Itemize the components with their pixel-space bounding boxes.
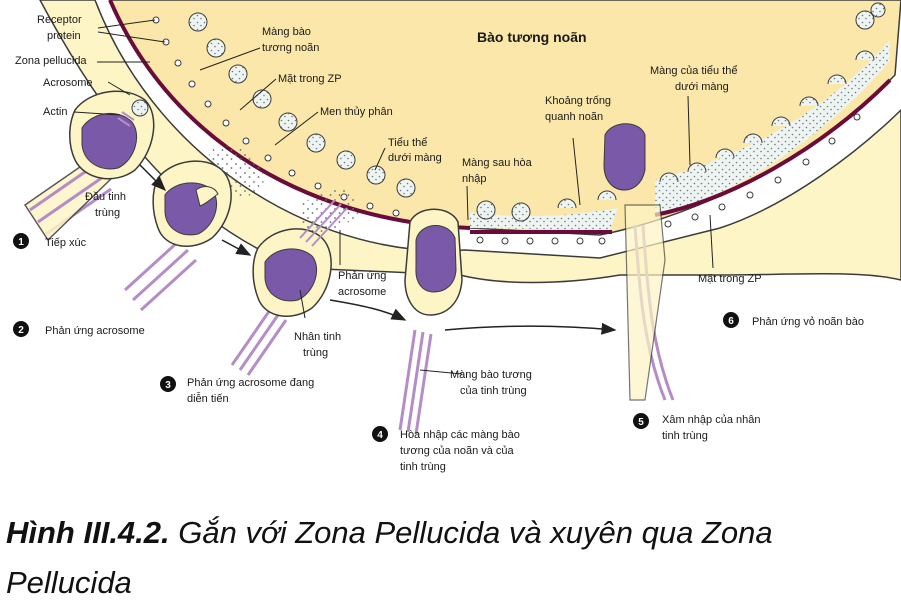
svg-text:Tiểu thể: Tiểu thể — [388, 137, 427, 149]
figure-caption: Hình III.4.2. Gắn với Zona Pellucida và … — [6, 508, 886, 608]
cortical-granule-bumps — [557, 50, 875, 209]
svg-text:trùng: trùng — [95, 207, 120, 219]
sperm-4 — [398, 208, 463, 435]
svg-text:nhập: nhập — [462, 173, 486, 185]
fertilization-diagram: Receptor protein Zona pellucida Acrosome… — [13, 0, 901, 473]
svg-text:tương của noãn và của: tương của noãn và của — [400, 445, 515, 457]
label-cortical-granule-membrane: Màng của tiểu thể dưới màng — [650, 65, 737, 93]
svg-text:Phản ứng acrosome: Phản ứng acrosome — [45, 325, 145, 337]
label-post-fusion-membrane: Màng sau hòa nhập — [462, 157, 533, 185]
svg-text:tinh trùng: tinh trùng — [400, 461, 446, 473]
svg-text:Tiếp xúc: Tiếp xúc — [45, 237, 87, 249]
label-hydrolytic-enzyme: Men thủy phân — [320, 106, 393, 118]
label-zp-inner-top: Mặt trong ZP — [278, 73, 342, 85]
label-perivitelline-space: Khoảng trống quanh noãn — [545, 95, 611, 123]
svg-text:Đầu tinh: Đầu tinh — [85, 191, 126, 203]
caption-number: Hình III.4.2. — [6, 515, 170, 550]
label-oocyte-membrane: Màng bào tương noãn — [262, 26, 319, 54]
svg-text:acrosome: acrosome — [338, 286, 386, 298]
svg-text:Nhân tinh: Nhân tinh — [294, 331, 341, 343]
svg-text:dưới màng: dưới màng — [388, 152, 442, 164]
label-acrosome: Acrosome — [43, 77, 93, 89]
svg-text:dưới màng: dưới màng — [675, 81, 729, 93]
svg-text:5: 5 — [638, 417, 644, 428]
caption-text: Gắn với Zona Pellucida và xuyên qua Zona… — [6, 515, 773, 600]
svg-text:Xâm nhập của nhân: Xâm nhập của nhân — [662, 414, 760, 426]
cortical-granules — [188, 2, 886, 222]
zona-pellucida-band — [39, 0, 901, 284]
svg-text:1: 1 — [18, 237, 24, 248]
svg-text:Receptor: Receptor — [37, 14, 82, 26]
arrow-4-5 — [444, 322, 617, 335]
svg-text:Màng bào tương: Màng bào tương — [450, 369, 532, 381]
perivitelline-space — [470, 208, 618, 230]
svg-text:3: 3 — [165, 380, 171, 391]
step-5: 5 Xâm nhập của nhân tinh trùng — [633, 413, 760, 442]
svg-text:4: 4 — [377, 430, 383, 441]
svg-text:2: 2 — [18, 325, 24, 336]
label-sperm-nucleus: Nhân tinh trùng — [294, 331, 341, 359]
leader-lines — [73, 19, 714, 375]
sperm-2 — [123, 160, 232, 312]
svg-text:Phản ứng acrosome đang: Phản ứng acrosome đang — [187, 377, 314, 389]
label-zona-pellucida: Zona pellucida — [15, 55, 87, 67]
oocyte-plasma-membrane-far-right — [654, 78, 892, 217]
step-2: 2 Phản ứng acrosome — [13, 321, 145, 337]
svg-text:Phản ứng vỏ noãn bào: Phản ứng vỏ noãn bào — [752, 316, 864, 328]
svg-text:của tinh trùng: của tinh trùng — [460, 385, 527, 397]
sperm-5 — [603, 123, 675, 401]
cortical-reaction-region — [655, 40, 890, 215]
sperm-3 — [230, 199, 348, 376]
label-sperm-membrane: Màng bào tương của tinh trùng — [450, 369, 532, 397]
svg-text:diễn tiến: diễn tiến — [187, 392, 229, 405]
svg-text:Phản ứng: Phản ứng — [338, 270, 386, 282]
svg-text:trùng: trùng — [303, 347, 328, 359]
svg-text:Khoảng trống: Khoảng trống — [545, 95, 611, 107]
svg-text:6: 6 — [728, 316, 734, 327]
label-receptor-protein: Receptor protein — [37, 14, 82, 42]
svg-text:protein: protein — [47, 30, 81, 42]
svg-text:tinh trùng: tinh trùng — [662, 430, 708, 442]
step-3: 3 Phản ứng acrosome đang diễn tiến — [160, 376, 314, 405]
step-1: 1 Tiếp xúc — [13, 233, 87, 249]
svg-text:Màng bào: Màng bào — [262, 26, 311, 38]
svg-text:Màng sau hòa: Màng sau hòa — [462, 157, 533, 169]
svg-text:quanh noãn: quanh noãn — [545, 111, 603, 123]
arrow-3-4 — [329, 299, 407, 321]
svg-text:Màng của tiểu thể: Màng của tiểu thể — [650, 65, 737, 77]
arrow-2-3 — [221, 239, 252, 256]
svg-text:tương noãn: tương noãn — [262, 42, 319, 54]
step-6: 6 Phản ứng vỏ noãn bào — [723, 312, 864, 328]
svg-text:Hòa nhập các màng bào: Hòa nhập các màng bào — [400, 429, 520, 441]
arrow-1-2 — [139, 164, 167, 192]
label-cortical-granules: Tiểu thể dưới màng — [388, 137, 442, 164]
label-zp-inner-right: Mặt trong ZP — [698, 273, 762, 285]
label-oocyte-cytoplasm: Bào tương noãn — [477, 29, 587, 45]
label-actin: Actin — [43, 106, 67, 118]
label-sperm-head: Đầu tinh trùng — [85, 191, 126, 219]
label-acrosome-reaction: Phản ứng acrosome — [338, 270, 386, 298]
step-4: 4 Hòa nhập các màng bào tương của noãn v… — [372, 426, 520, 473]
